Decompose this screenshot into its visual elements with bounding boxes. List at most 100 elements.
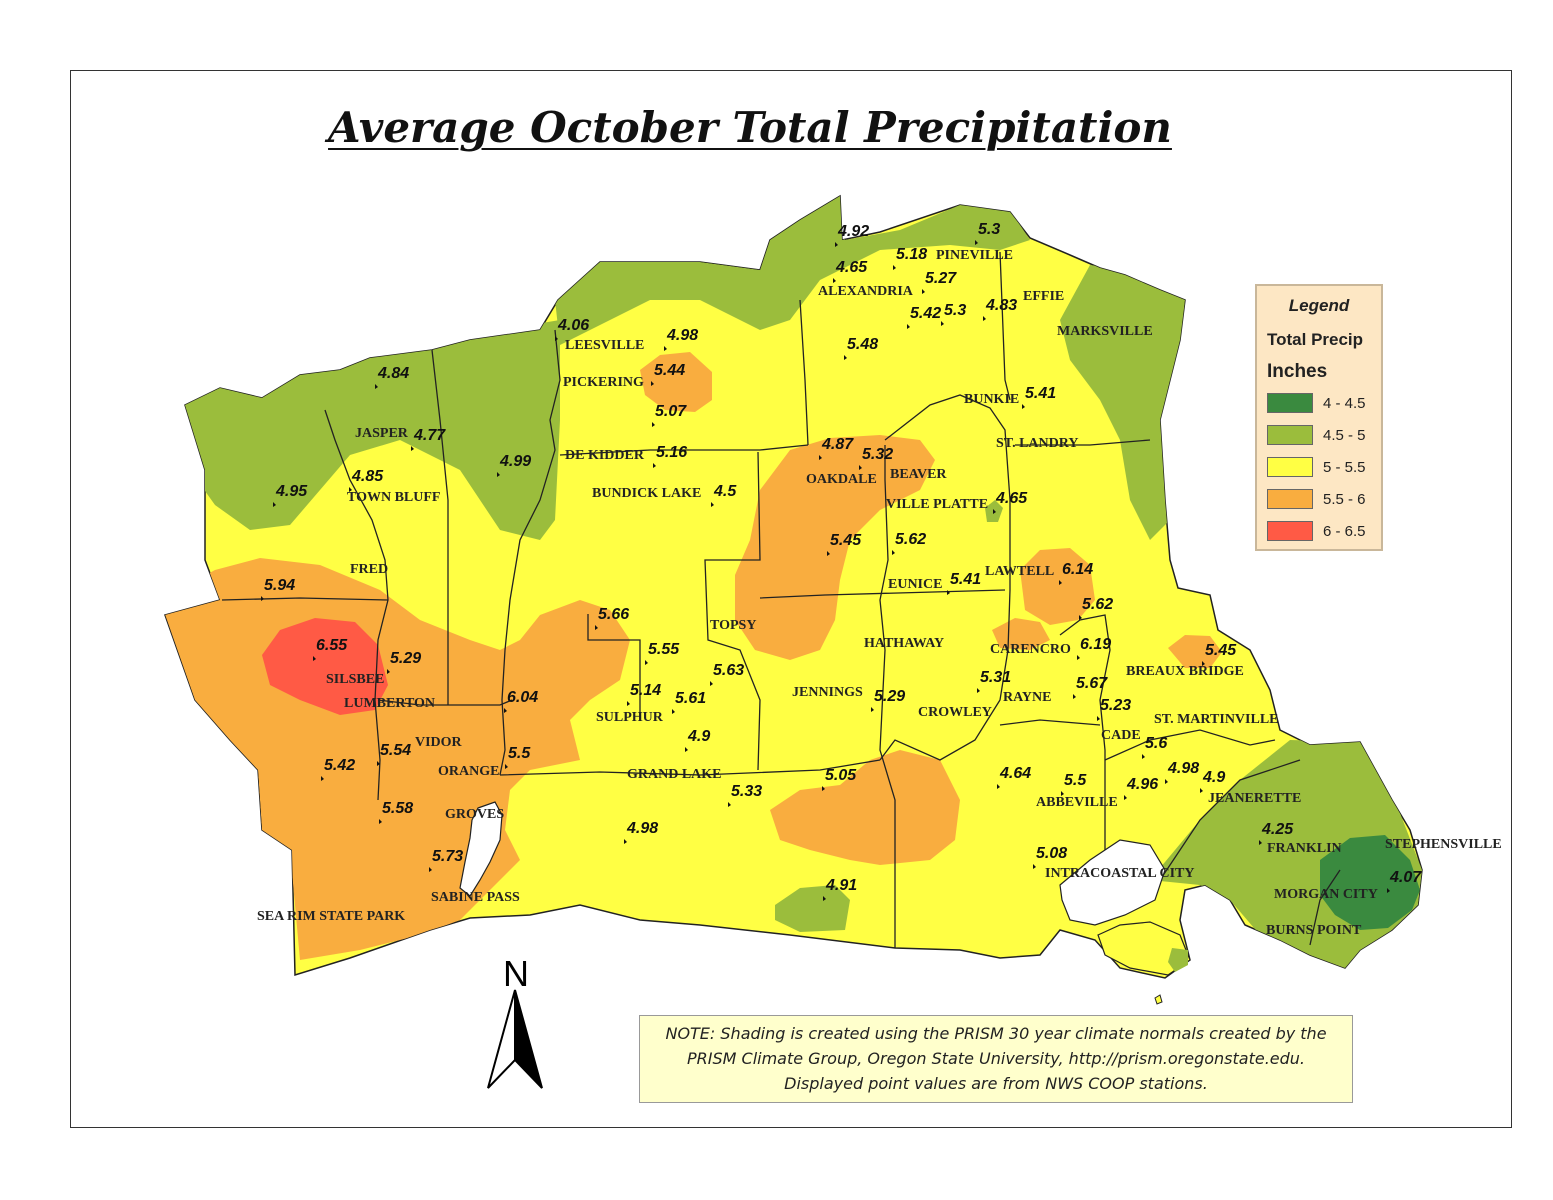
station-value: 4.06 — [557, 317, 589, 334]
station-value: 5.14 — [630, 682, 661, 699]
town-label: CADE — [1101, 728, 1141, 743]
station-value: 5.54 — [380, 742, 411, 759]
station-value: 5.67 — [1076, 675, 1108, 692]
station-value: 5.94 — [264, 577, 295, 594]
station-value: 5.62 — [1082, 596, 1113, 613]
station-marker — [983, 316, 986, 321]
station-marker — [1061, 791, 1064, 796]
station-marker — [823, 896, 826, 901]
station-marker — [977, 688, 980, 693]
legend-item: 5.5 - 6 — [1267, 488, 1366, 510]
station-value: 5.62 — [895, 531, 926, 548]
legend-swatch — [1267, 457, 1313, 477]
station-marker — [664, 346, 667, 351]
town-label: EFFIE — [1023, 289, 1064, 304]
station-marker — [1073, 694, 1076, 699]
legend-swatch — [1267, 425, 1313, 445]
station-marker — [997, 784, 1000, 789]
town-label: VIDOR — [415, 735, 463, 750]
station-marker — [1059, 580, 1062, 585]
shade-6-6.5-silsbee — [262, 618, 388, 715]
station-value: 5.41 — [1025, 385, 1056, 402]
station-value: 4.85 — [351, 468, 384, 485]
town-label: LUMBERTON — [344, 696, 435, 711]
station-value: 4.9 — [1202, 769, 1225, 786]
station-marker — [1165, 779, 1168, 784]
station-value: 5.18 — [896, 246, 927, 263]
station-marker — [1033, 864, 1036, 869]
station-marker — [835, 242, 838, 247]
station-values: 4.92 5.35.184.655.275.42 5.3 4.834.064.985.… — [261, 221, 1422, 901]
station-value: 5.27 — [925, 270, 957, 287]
station-marker — [685, 747, 688, 752]
station-value: 5.6 — [1145, 735, 1167, 752]
town-label: BEAVER — [890, 467, 947, 482]
town-label: BREAUX BRIDGE — [1126, 664, 1244, 679]
town-label: SILSBEE — [326, 672, 384, 687]
shade-5.5-6-carencro — [992, 618, 1050, 650]
station-value: 5.3 — [944, 302, 966, 319]
station-marker — [653, 463, 656, 468]
shade-5.5-6-south — [770, 750, 960, 865]
station-value: 5.41 — [950, 571, 981, 588]
station-marker — [947, 590, 950, 595]
town-label: VILLE PLATTE — [886, 497, 988, 512]
station-value: 4.92 — [837, 223, 869, 240]
station-marker — [893, 265, 896, 270]
note-line: NOTE: Shading is created using the PRISM… — [665, 1024, 1327, 1043]
station-marker — [377, 761, 380, 766]
station-marker — [1202, 661, 1205, 666]
station-value: 4.5 — [713, 483, 737, 500]
town-label: MORGAN CITY — [1274, 887, 1378, 902]
shade-5.5-6-lawtell — [1020, 548, 1095, 625]
station-marker — [975, 240, 978, 245]
station-value: 5.66 — [598, 606, 629, 623]
town-label: PINEVILLE — [936, 248, 1013, 263]
marsh-island — [1097, 921, 1191, 976]
station-marker — [651, 381, 654, 386]
town-label: CARENCRO — [990, 642, 1071, 657]
town-label: JEANERETTE — [1208, 791, 1301, 806]
legend-item-label: 4.5 - 5 — [1323, 426, 1366, 444]
legend-item: 4 - 4.5 — [1267, 392, 1366, 414]
station-marker — [497, 472, 500, 477]
town-label: TOPSY — [710, 618, 756, 633]
station-value: 4.91 — [825, 877, 857, 894]
station-value: 4.25 — [1261, 821, 1294, 838]
town-label: ST. MARTINVILLE — [1154, 712, 1279, 727]
station-value: 5.16 — [656, 444, 687, 461]
station-value: 5.61 — [675, 690, 706, 707]
station-marker — [1142, 754, 1145, 759]
station-marker — [555, 336, 558, 341]
station-value: 4.83 — [985, 297, 1017, 314]
shade-4.5-5-small — [775, 885, 850, 932]
station-value: 5.08 — [1036, 845, 1067, 862]
station-value: 5.55 — [648, 641, 680, 658]
station-value: 5.29 — [390, 650, 421, 667]
station-value: 5.05 — [825, 767, 857, 784]
station-marker — [711, 502, 714, 507]
station-value: 5.31 — [980, 669, 1011, 686]
town-label: RAYNE — [1003, 690, 1052, 705]
station-value: 5.44 — [654, 362, 685, 379]
station-marker — [859, 465, 862, 470]
station-marker — [624, 839, 627, 844]
town-label: FRANKLIN — [1267, 841, 1342, 856]
town-label: BUNDICK LAKE — [592, 486, 701, 501]
station-marker — [645, 660, 648, 665]
station-value: 4.9 — [687, 728, 710, 745]
legend-title: Legend — [1288, 296, 1350, 315]
town-label: PICKERING — [563, 375, 644, 390]
station-marker — [1097, 716, 1100, 721]
shade-4-4.5-morgancity — [1320, 835, 1420, 930]
station-marker — [1387, 888, 1390, 893]
station-value: 4.98 — [1167, 760, 1199, 777]
station-marker — [261, 596, 264, 601]
station-value: 5.73 — [432, 848, 463, 865]
station-marker — [833, 278, 836, 283]
station-marker — [1124, 795, 1127, 800]
station-value: 5.42 — [324, 757, 355, 774]
station-marker — [652, 422, 655, 427]
station-value: 4.98 — [666, 327, 698, 344]
legend-swatch — [1267, 489, 1313, 509]
